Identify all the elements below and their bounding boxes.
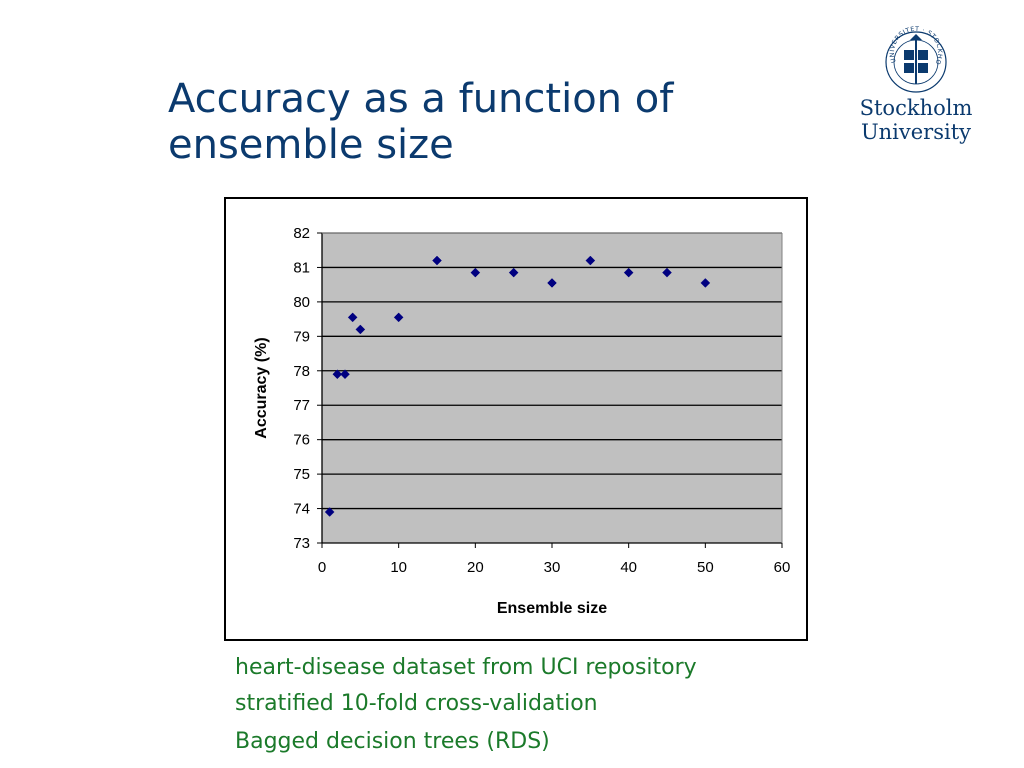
x-tick-label: 30: [544, 559, 561, 576]
data-point: [332, 369, 343, 380]
note-dataset: heart-disease dataset from UCI repositor…: [235, 655, 697, 680]
x-axis-ticks: 0 10 20 30 40 50 60: [318, 543, 791, 576]
data-point: [340, 369, 350, 380]
data-point: [393, 312, 404, 323]
x-tick-label: 40: [620, 559, 637, 576]
data-point: [623, 267, 634, 278]
y-tick-label: 79: [293, 328, 310, 345]
y-tick-label: 80: [293, 294, 310, 311]
y-tick-label: 82: [293, 225, 310, 242]
data-point: [355, 324, 366, 335]
x-tick-label: 20: [467, 559, 484, 576]
grid-lines: [322, 232, 782, 510]
x-axis-title: Ensemble size: [497, 600, 607, 617]
university-seal-icon: UNIVERSITET · STOCKHOLMS: [843, 21, 947, 93]
data-point: [324, 507, 335, 517]
data-point: [547, 278, 557, 288]
note-validation: stratified 10-fold cross-validation: [235, 691, 598, 716]
data-point: [700, 278, 711, 288]
data-point: [585, 255, 596, 266]
y-axis-ticks: 73 74 75 76 77 78 79 80 81 82: [293, 225, 322, 552]
y-tick-label: 78: [293, 363, 310, 380]
data-point: [508, 267, 519, 278]
y-tick-label: 73: [293, 535, 310, 552]
data-point: [470, 267, 481, 278]
seal-text: UNIVERSITET · STOCKHOLMS: [843, 21, 942, 66]
data-point: [432, 255, 442, 266]
data-point: [662, 267, 672, 278]
x-tick-label: 0: [318, 559, 326, 576]
chart-frame: 73 74 75 76 77 78 79 80 81 82 0 10 20 30 40 50 60 Ensem…: [224, 197, 808, 641]
note-method: Bagged decision trees (RDS): [235, 729, 550, 754]
x-tick-label: 60: [774, 559, 791, 576]
x-tick-label: 10: [390, 559, 407, 576]
y-tick-label: 75: [293, 466, 310, 483]
data-points: [324, 255, 711, 517]
data-point: [347, 312, 358, 323]
scatter-chart: 73 74 75 76 77 78 79 80 81 82 0 10 20 30 40 50 60 Ensem…: [253, 225, 791, 617]
y-tick-label: 76: [293, 432, 310, 449]
slide-title-line-1: Accuracy as a function of: [168, 76, 674, 122]
svg-text:UNIVERSITET · STOCKHOLMS: UNIVERSITET · STOCKHOLMS: [846, 26, 943, 66]
x-tick-label: 50: [697, 559, 714, 576]
logo-name-line-2: University: [860, 120, 972, 144]
slide-title: Accuracy as a function of ensemble size: [168, 76, 808, 168]
y-tick-label: 77: [293, 397, 310, 414]
y-axis-title: Accuracy (%): [253, 337, 270, 438]
logo-name-line-1: Stockholm: [859, 96, 973, 120]
stockholm-university-logo: UNIVERSITET · STOCKHOLMS Stockholm Unive…: [843, 21, 986, 150]
slide-title-line-2: ensemble size: [168, 122, 454, 168]
y-tick-label: 81: [293, 259, 310, 276]
y-tick-label: 74: [293, 501, 310, 518]
